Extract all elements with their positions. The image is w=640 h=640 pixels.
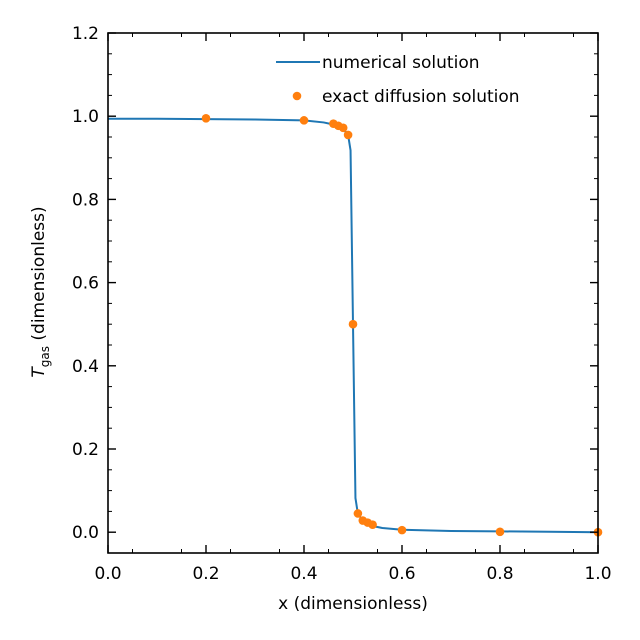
x-tick-label: 0.8 [486, 564, 513, 584]
exact-solution-point [495, 527, 505, 537]
axes: 0.0 0.2 0.4 0.6 0.8 1.0 0.0 0.2 0.4 0.6 0.8 1.0 1.2 [72, 24, 612, 584]
exact-solution-point [353, 509, 363, 518]
exact-solution-point [201, 113, 211, 123]
y-axis-label-main: T [29, 366, 49, 378]
exact-solution-point [299, 116, 309, 125]
x-tick-label: 0.6 [388, 564, 415, 584]
legend-point-swatch [292, 91, 302, 101]
y-tick-label: 0.0 [72, 523, 99, 543]
numerical-solution-line [108, 117, 599, 534]
legend-label-exact: exact diffusion solution [322, 87, 520, 107]
legend: numerical solution exact diffusion soluti… [276, 53, 520, 107]
x-tick-label: 1.0 [584, 564, 611, 584]
y-tick-label: 1.2 [72, 24, 99, 44]
y-tick-label: 0.8 [72, 190, 99, 210]
y-tick-label: 0.4 [72, 357, 99, 377]
y-tick-label: 1.0 [72, 107, 99, 127]
exact-solution-point [368, 520, 377, 530]
exact-solution-point [397, 525, 407, 535]
y-tick-label: 0.6 [72, 274, 99, 294]
exact-solution-point [338, 123, 348, 133]
x-tick-label: 0.2 [192, 564, 219, 584]
y-axis-label-subscript: gas [38, 346, 52, 367]
x-tick-label: 0.0 [94, 564, 121, 584]
axes-frame [107, 32, 599, 554]
exact-solution-point [343, 130, 353, 140]
exact-solution-point [348, 319, 358, 329]
y-axis-label: Tgas (dimensionless) [29, 206, 52, 377]
x-tick-label: 0.4 [290, 564, 317, 584]
y-tick-label: 0.2 [72, 440, 99, 460]
legend-label-numerical: numerical solution [322, 53, 480, 73]
y-axis-label-rest: (dimensionless) [29, 206, 49, 346]
x-axis-label: x (dimensionless) [278, 594, 428, 614]
